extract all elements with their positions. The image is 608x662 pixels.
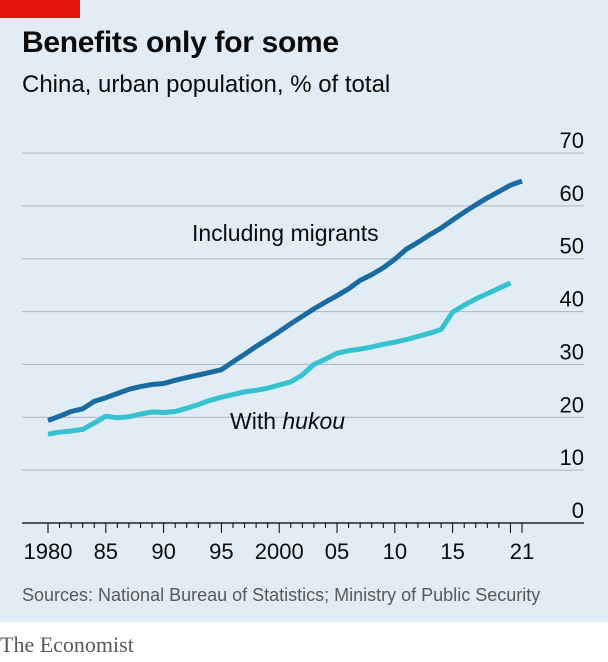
annotation-with-hukou: With hukou [230,408,345,434]
chart-title: Benefits only for some [22,26,339,59]
x-tick-label-90: 90 [151,539,175,564]
y-tick-label-40: 40 [560,287,584,312]
x-tick-label-85: 85 [94,539,118,564]
x-tick-label-1980: 1980 [24,539,73,564]
source-note: Sources: National Bureau of Statistics; … [22,585,541,605]
y-tick-label-70: 70 [560,128,584,153]
series-line-including-migrants [47,178,523,423]
series-line-with-hukou [47,280,512,437]
line-chart: 0 10 20 30 40 50 60 70 1980 85 90 95 2000 05 10 15 21 I… [22,128,584,564]
x-tick-label-05: 05 [325,539,349,564]
y-tick-label-20: 20 [560,392,584,417]
y-tick-label-10: 10 [560,445,584,470]
x-axis: 1980 85 90 95 2000 05 10 15 21 [22,522,584,564]
y-tick-label-60: 60 [560,181,584,206]
x-tick-label-10: 10 [383,539,407,564]
x-tick-label-95: 95 [209,539,233,564]
brand-logo: The Economist [0,632,134,657]
annotation-with-label: With [230,408,282,434]
x-tick-label-15: 15 [440,539,464,564]
series-lines [47,178,523,437]
footer-band [0,622,608,662]
y-tick-label-30: 30 [560,339,584,364]
y-tick-label-50: 50 [560,234,584,259]
y-tick-labels: 0 10 20 30 40 50 60 70 [560,128,584,523]
x-tick-label-2000: 2000 [255,539,304,564]
series-annotations: Including migrants With hukou [192,220,379,434]
annotation-including-migrants: Including migrants [192,220,379,246]
x-tick-label-21: 21 [510,539,534,564]
annotation-hukou-italic: hukou [282,408,345,434]
brand-red-tag [0,0,80,18]
chart-subtitle: China, urban population, % of total [22,71,391,98]
y-tick-label-0: 0 [572,498,584,523]
